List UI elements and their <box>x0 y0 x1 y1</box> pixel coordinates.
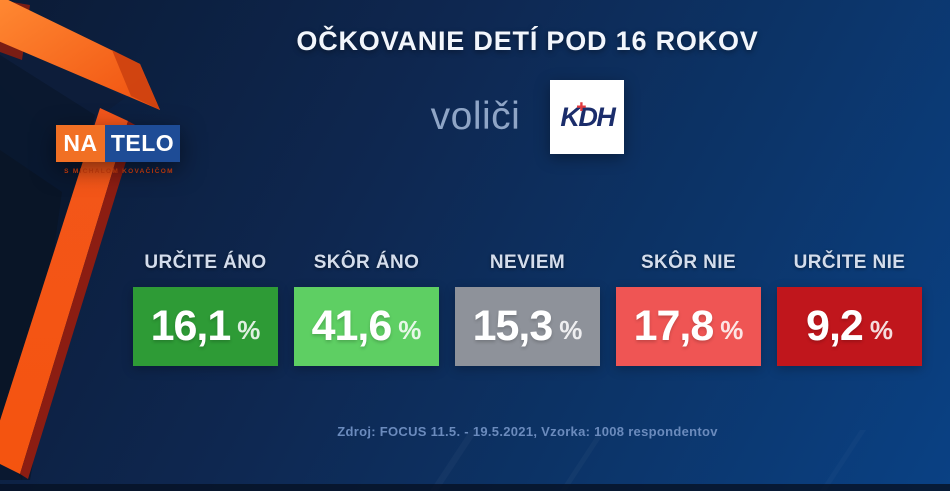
result-skor-ano: SKÔR ÁNO 41,6 % <box>294 252 439 366</box>
category-label: URČITE NIE <box>793 252 906 273</box>
page-title: OČKOVANIE DETÍ POD 16 ROKOV <box>296 26 759 56</box>
value-number: 41,6 <box>311 302 393 350</box>
category-label: NEVIEM <box>489 252 566 273</box>
logo-tagline: S MICHALOM KOVAČIČOM <box>64 168 174 175</box>
value-number: 16,1 <box>150 302 232 350</box>
kdh-party-logo: KDH ✚ <box>550 80 625 154</box>
value-number: 9,2 <box>806 302 864 350</box>
result-neviem: NEVIEM 15,3 % <box>455 252 600 366</box>
result-skor-nie: SKÔR NIE 17,8 % <box>616 252 761 366</box>
value-number: 15,3 <box>472 302 554 350</box>
value-box: 15,3 % <box>455 287 600 366</box>
logo-telo-box: TELO <box>105 125 180 162</box>
category-label: SKÔR NIE <box>640 252 737 273</box>
results-row: URČITE ÁNO 16,1 % SKÔR ÁNO 41,6 % NEVIEM… <box>105 252 950 366</box>
percent-sign: % <box>559 315 583 345</box>
category-label: URČITE ÁNO <box>144 252 267 273</box>
kdh-cross-icon: ✚ <box>576 100 587 114</box>
kdh-logo-text: KDH <box>560 101 616 132</box>
subtitle-row: voliči KDH ✚ <box>105 79 950 155</box>
bottom-edge-strip <box>0 484 950 491</box>
result-urcite-ano: URČITE ÁNO 16,1 % <box>133 252 278 366</box>
result-urcite-nie: URČITE NIE 9,2 % <box>777 252 922 366</box>
percent-sign: % <box>869 315 893 345</box>
value-box: 17,8 % <box>616 287 761 366</box>
value-box: 16,1 % <box>133 287 278 366</box>
value-box: 41,6 % <box>294 287 439 366</box>
main-content: OČKOVANIE DETÍ POD 16 ROKOV voliči KDH ✚… <box>105 0 950 491</box>
logo-na-box: NA <box>56 125 105 162</box>
percent-sign: % <box>237 315 261 345</box>
value-box: 9,2 % <box>777 287 922 366</box>
percent-sign: % <box>720 315 744 345</box>
category-label: SKÔR ÁNO <box>313 252 420 273</box>
source-note: Zdroj: FOCUS 11.5. - 19.5.2021, Vzorka: … <box>337 424 718 439</box>
voter-group-label: voliči <box>430 95 521 138</box>
value-number: 17,8 <box>633 302 715 350</box>
percent-sign: % <box>398 315 422 345</box>
show-logo-natelo: NA TELO S MICHALOM KOVAČIČOM <box>56 125 182 175</box>
